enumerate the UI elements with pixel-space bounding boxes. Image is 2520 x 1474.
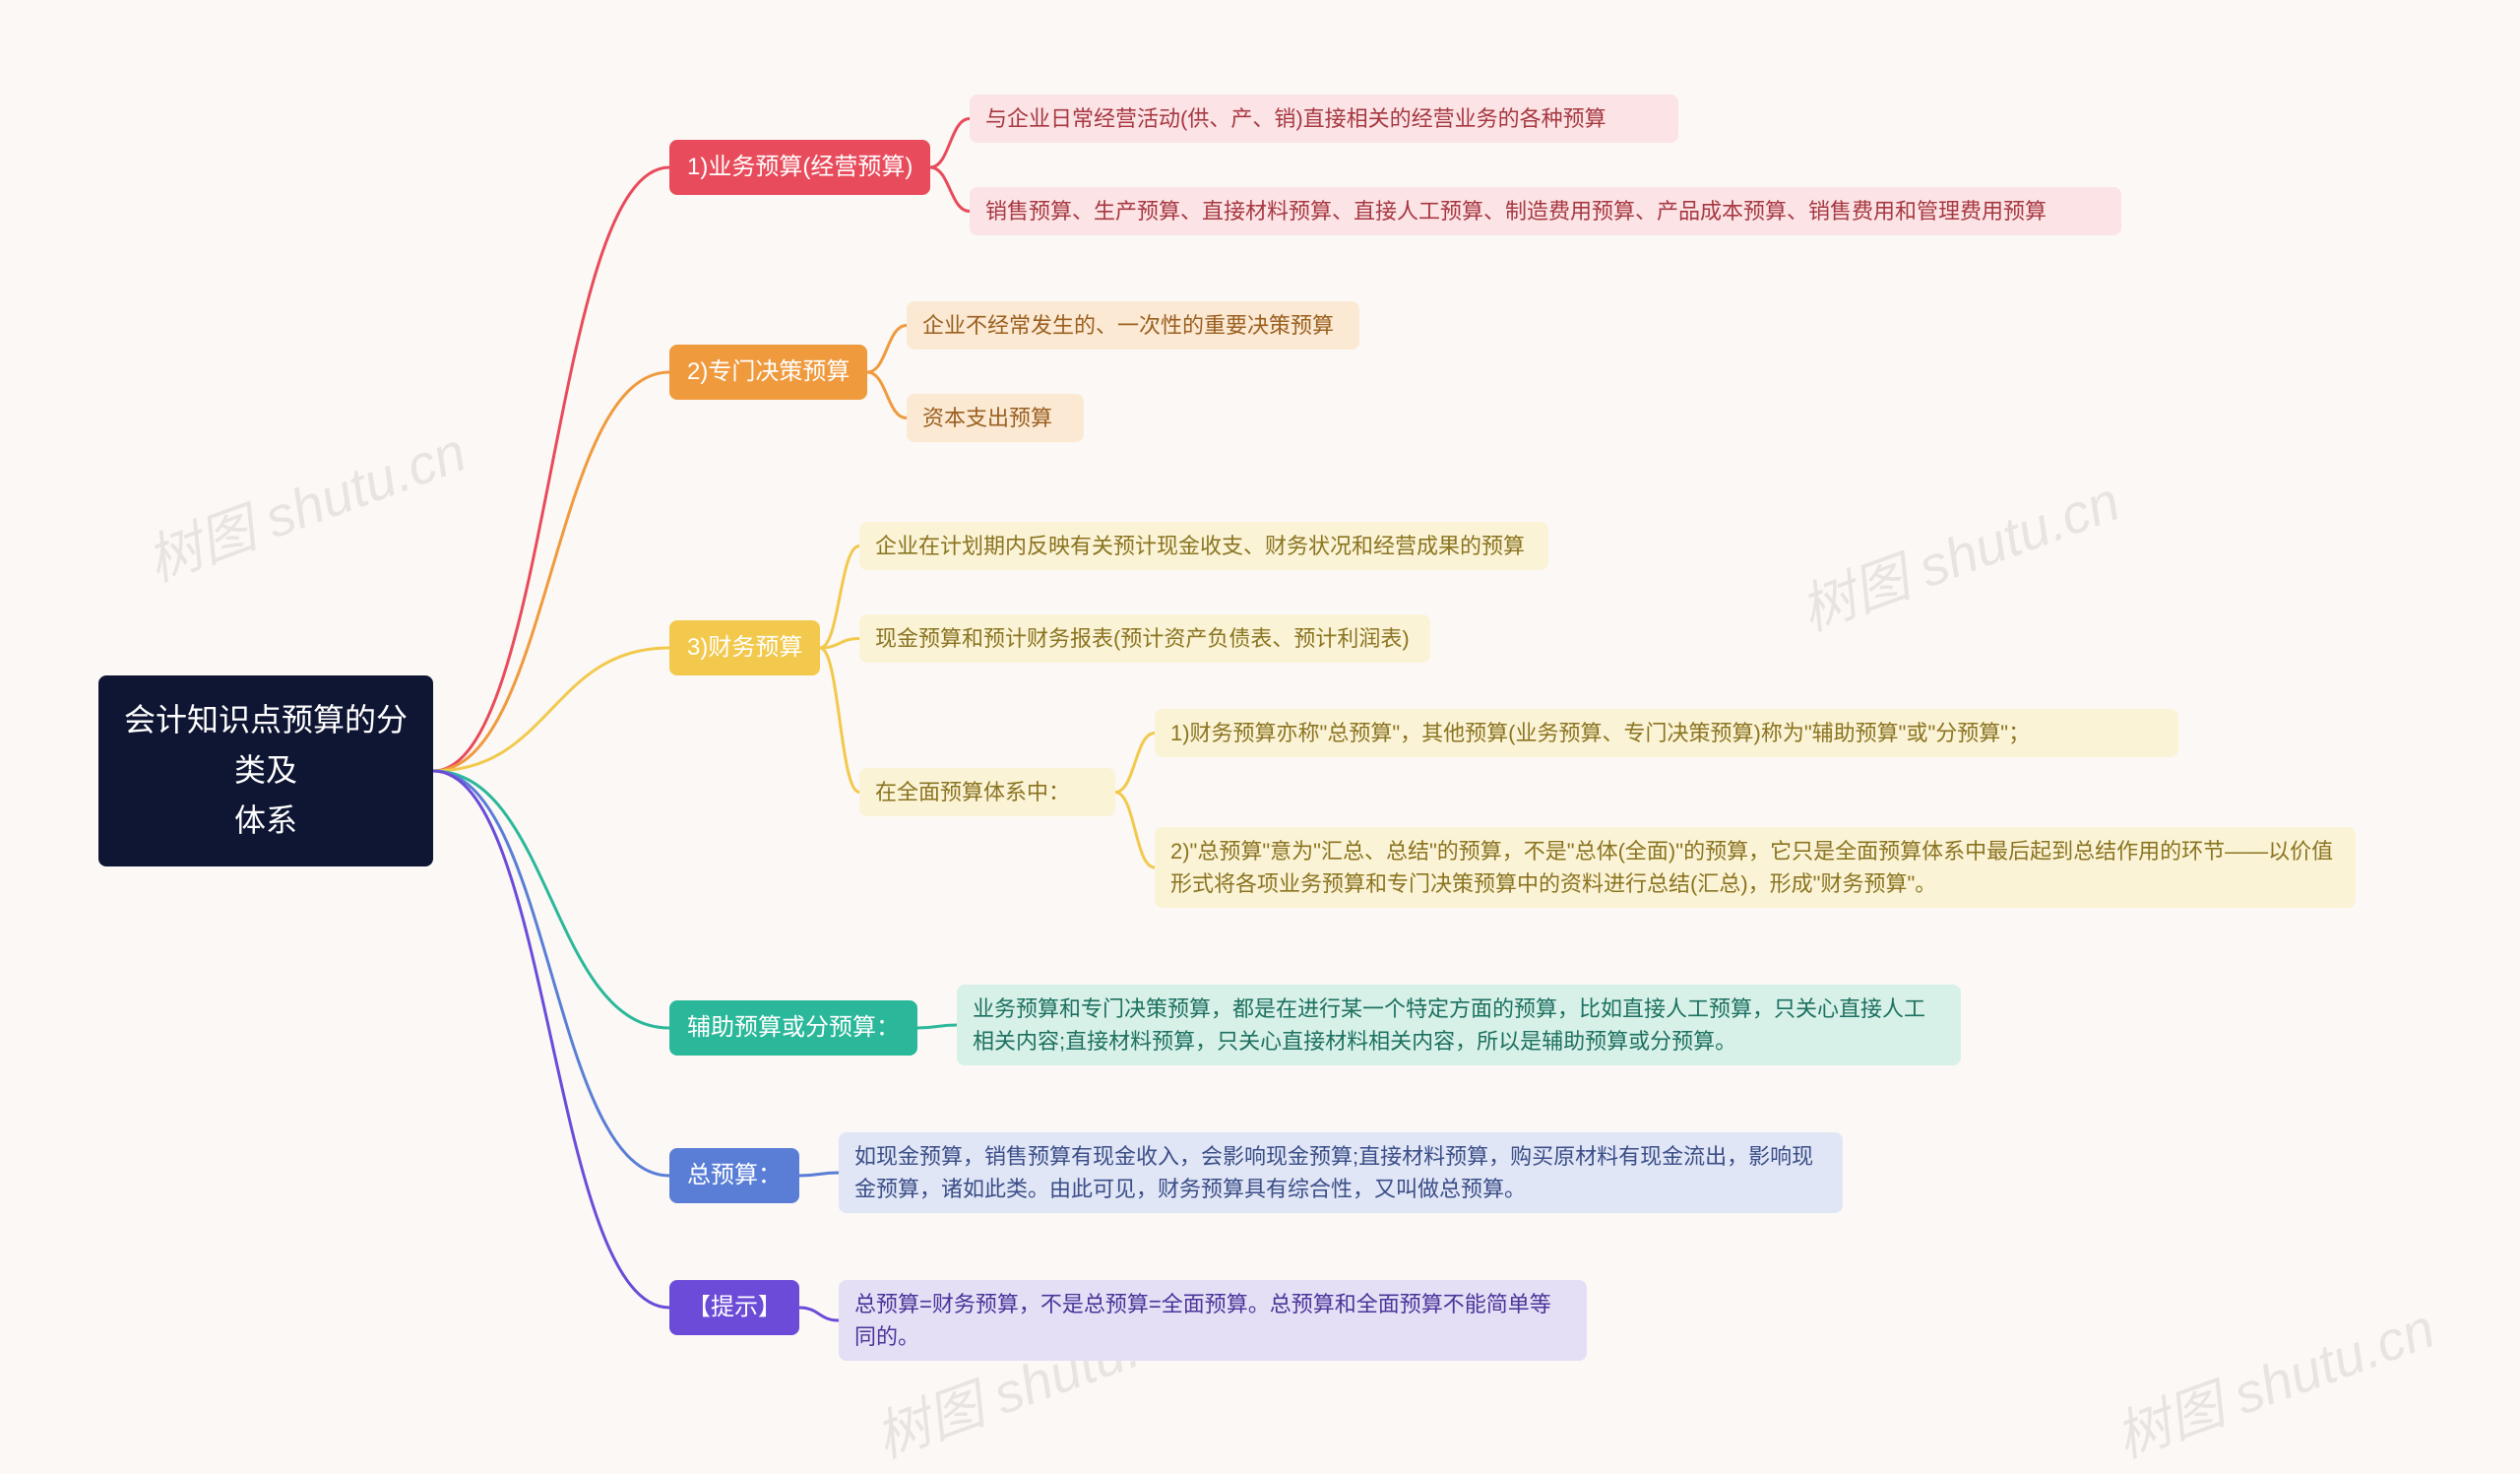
- leaf-node: 销售预算、生产预算、直接材料预算、直接人工预算、制造费用预算、产品成本预算、销售…: [970, 187, 2121, 235]
- leaf-node: 企业不经常发生的、一次性的重要决策预算: [907, 301, 1359, 350]
- leaf-node: 2)"总预算"意为"汇总、总结"的预算，不是"总体(全面)"的预算，它只是全面预…: [1155, 827, 2356, 908]
- watermark: 树图 shutu.cn: [134, 408, 475, 597]
- leaf-node: 与企业日常经营活动(供、产、销)直接相关的经营业务的各种预算: [970, 95, 1678, 143]
- leaf-node: 1)财务预算亦称"总预算"，其他预算(业务预算、专门决策预算)称为"辅助预算"或…: [1155, 709, 2178, 757]
- leaf-node: 现金预算和预计财务报表(预计资产负债表、预计利润表): [859, 614, 1430, 663]
- watermark: 树图 shutu.cn: [1788, 457, 2129, 646]
- branch-business-budget: 1)业务预算(经营预算): [669, 140, 930, 195]
- leaf-node: 总预算=财务预算，不是总预算=全面预算。总预算和全面预算不能简单等同的。: [839, 1280, 1587, 1361]
- branch-tip: 【提示】: [669, 1280, 799, 1335]
- leaf-node: 业务预算和专门决策预算，都是在进行某一个特定方面的预算，比如直接人工预算，只关心…: [957, 985, 1961, 1065]
- leaf-node: 资本支出预算: [907, 394, 1084, 442]
- leaf-node: 在全面预算体系中：: [859, 768, 1115, 816]
- leaf-node: 企业在计划期内反映有关预计现金收支、财务状况和经营成果的预算: [859, 522, 1548, 570]
- watermark: 树图 shutu.cn: [2103, 1284, 2444, 1473]
- leaf-node: 如现金预算，销售预算有现金收入，会影响现金预算;直接材料预算，购买原材料有现金流…: [839, 1132, 1843, 1213]
- root-node: 会计知识点预算的分类及体系: [98, 675, 433, 866]
- branch-special-decision: 2)专门决策预算: [669, 345, 867, 400]
- branch-master-budget: 总预算：: [669, 1148, 799, 1203]
- branch-auxiliary: 辅助预算或分预算：: [669, 1000, 917, 1056]
- branch-financial-budget: 3)财务预算: [669, 620, 820, 675]
